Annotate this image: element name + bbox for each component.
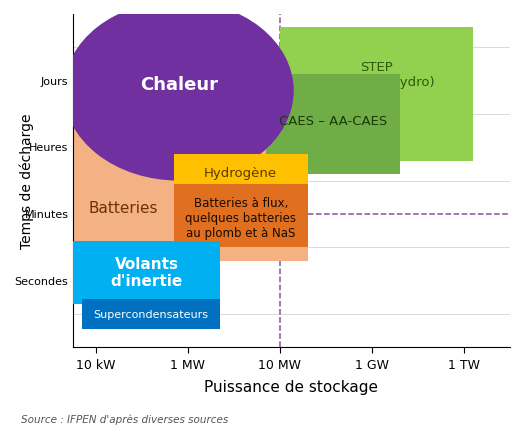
Bar	[82, 299, 220, 329]
Text: Source : IFPEN d'après diverses sources: Source : IFPEN d'après diverses sources	[21, 413, 228, 424]
Text: Secondes: Secondes	[15, 276, 68, 286]
Text: Batteries à flux,
quelques batteries
au plomb et à NaS: Batteries à flux, quelques batteries au …	[185, 196, 296, 239]
Bar	[174, 184, 308, 248]
Ellipse shape	[64, 2, 293, 181]
Bar	[266, 75, 400, 175]
Text: Jours: Jours	[41, 76, 68, 86]
Text: Volants
d'inertie: Volants d'inertie	[110, 256, 183, 289]
Bar	[174, 155, 308, 191]
Bar	[73, 241, 220, 304]
Text: CAES – AA-CAES: CAES – AA-CAES	[279, 115, 387, 128]
Text: Hydrogène: Hydrogène	[204, 167, 277, 179]
Bar	[280, 28, 473, 161]
Text: Chaleur: Chaleur	[140, 76, 218, 94]
Text: STEP
(pompage hydro): STEP (pompage hydro)	[319, 61, 434, 89]
Text: Supercondensateurs: Supercondensateurs	[93, 309, 208, 319]
Text: Batteries: Batteries	[89, 200, 158, 215]
Text: Minutes: Minutes	[25, 210, 68, 219]
Bar	[73, 125, 308, 261]
Text: Heures: Heures	[29, 143, 68, 153]
X-axis label: Puissance de stockage: Puissance de stockage	[204, 379, 379, 394]
Y-axis label: Temps de décharge: Temps de décharge	[19, 114, 34, 249]
